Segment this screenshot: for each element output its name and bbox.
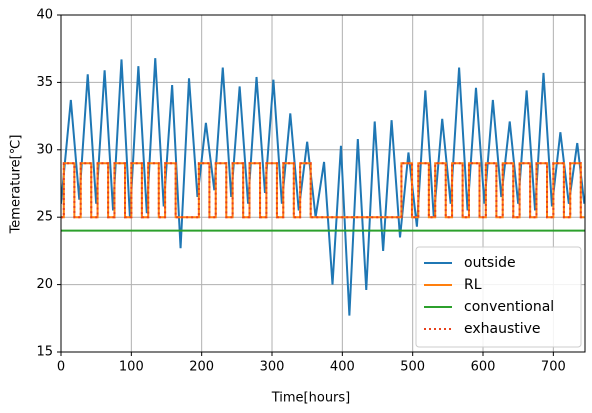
data-line: [61, 58, 585, 316]
y-tick-label: 35: [36, 75, 53, 90]
x-tick-label: 200: [189, 360, 214, 375]
y-tick-label: 40: [36, 8, 53, 23]
data-line: [61, 162, 585, 219]
y-tick-label: 25: [36, 210, 53, 225]
x-tick-label: 300: [260, 360, 285, 375]
legend: outside RL conventional exhaustive: [415, 246, 582, 348]
y-tick-label: 20: [36, 277, 53, 292]
x-tick-label: 500: [400, 360, 425, 375]
plot-area: [61, 58, 585, 316]
legend-label: RL: [464, 277, 482, 293]
x-tick-label: 0: [57, 360, 65, 375]
legend-label: conventional: [464, 299, 554, 315]
x-tick-label: 100: [119, 360, 144, 375]
x-tick-label: 700: [541, 360, 566, 375]
legend-label: exhaustive: [464, 321, 541, 337]
x-tick-label: 400: [330, 360, 355, 375]
x-axis-label: Time[hours]: [271, 391, 351, 406]
legend-box: [415, 246, 582, 348]
y-tick-label: 30: [36, 142, 53, 157]
plot-frame: [60, 14, 586, 353]
x-tick-label: 600: [471, 360, 496, 375]
legend-label: outside: [464, 255, 516, 271]
y-tick-label: 15: [36, 345, 53, 360]
y-axis-label: Temerature[℃]: [9, 135, 24, 235]
